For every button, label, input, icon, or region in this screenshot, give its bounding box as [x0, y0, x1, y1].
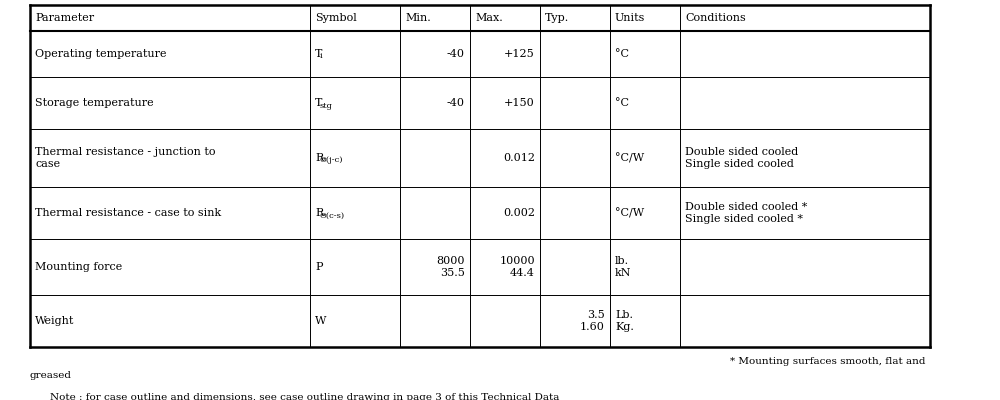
Text: P: P	[315, 262, 322, 272]
Text: Max.: Max.	[475, 13, 503, 23]
Text: stg: stg	[319, 102, 332, 110]
Text: W: W	[315, 316, 326, 326]
Text: Conditions: Conditions	[685, 13, 746, 23]
Text: Double sided cooled *
Single sided cooled *: Double sided cooled * Single sided coole…	[685, 202, 807, 224]
Text: Units: Units	[615, 13, 645, 23]
Text: R: R	[315, 153, 323, 163]
Text: Symbol: Symbol	[315, 13, 357, 23]
Text: Θ(c-s): Θ(c-s)	[319, 212, 345, 220]
Text: +150: +150	[504, 98, 535, 108]
Text: * Mounting surfaces smooth, flat and: * Mounting surfaces smooth, flat and	[730, 357, 925, 366]
Text: -40: -40	[447, 49, 465, 59]
Text: -40: -40	[447, 98, 465, 108]
Text: 3.5
1.60: 3.5 1.60	[580, 310, 605, 332]
Text: Θ(j-c): Θ(j-c)	[319, 156, 343, 164]
Text: Weight: Weight	[35, 316, 74, 326]
Text: Min.: Min.	[405, 13, 431, 23]
Text: Double sided cooled
Single sided cooled: Double sided cooled Single sided cooled	[685, 147, 798, 169]
Text: Thermal resistance - junction to
case: Thermal resistance - junction to case	[35, 147, 216, 169]
Text: °C/W: °C/W	[615, 208, 644, 218]
Text: 8000
35.5: 8000 35.5	[436, 256, 465, 278]
Text: T: T	[315, 98, 322, 108]
Text: Typ.: Typ.	[545, 13, 569, 23]
Text: Thermal resistance - case to sink: Thermal resistance - case to sink	[35, 208, 221, 218]
Text: Storage temperature: Storage temperature	[35, 98, 154, 108]
Text: Operating temperature: Operating temperature	[35, 49, 166, 59]
Text: 0.002: 0.002	[503, 208, 535, 218]
Text: i: i	[319, 52, 322, 60]
Text: °C: °C	[615, 98, 629, 108]
Text: lb.
kN: lb. kN	[615, 256, 632, 278]
Text: Mounting force: Mounting force	[35, 262, 122, 272]
Text: Parameter: Parameter	[35, 13, 94, 23]
Text: Note : for case outline and dimensions, see case outline drawing in page 3 of th: Note : for case outline and dimensions, …	[50, 393, 559, 400]
Text: °C: °C	[615, 49, 629, 59]
Text: 0.012: 0.012	[503, 153, 535, 163]
Text: R: R	[315, 208, 323, 218]
Text: 10000
44.4: 10000 44.4	[499, 256, 535, 278]
Text: +125: +125	[504, 49, 535, 59]
Text: °C/W: °C/W	[615, 153, 644, 163]
Text: greased: greased	[30, 371, 72, 380]
Text: Lb.
Kg.: Lb. Kg.	[615, 310, 634, 332]
Text: T: T	[315, 49, 322, 59]
